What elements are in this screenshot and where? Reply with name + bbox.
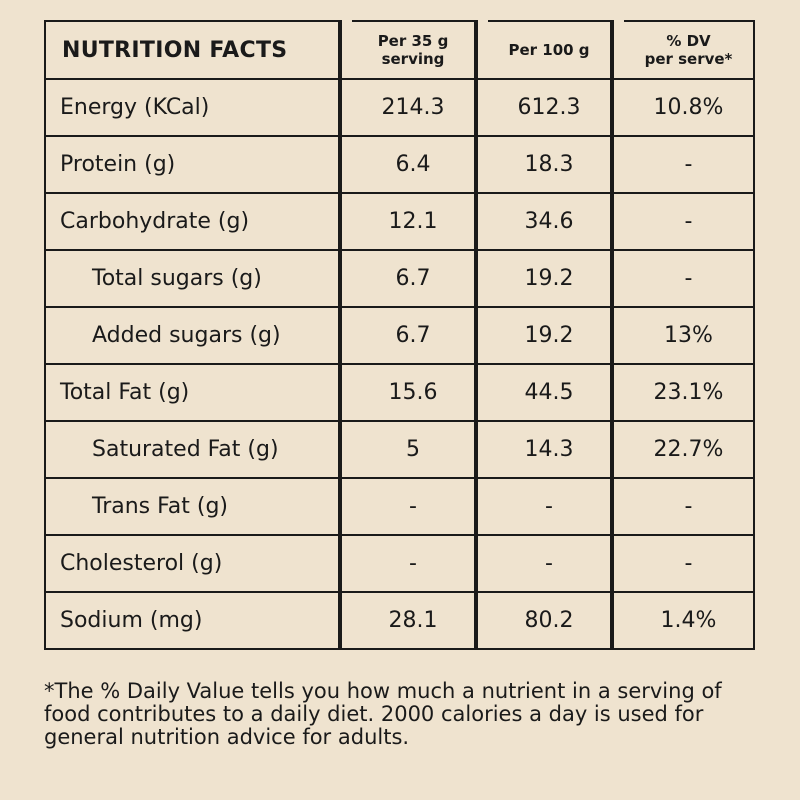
value-daily-value: - <box>624 479 755 536</box>
column-gap <box>476 593 488 650</box>
nutrient-name: Trans Fat (g) <box>44 479 340 536</box>
column-gap <box>476 251 488 308</box>
value-daily-value: - <box>624 194 755 251</box>
nutrient-name: Carbohydrate (g) <box>44 194 340 251</box>
value-per-100g: 19.2 <box>488 251 612 308</box>
nutrient-name: Saturated Fat (g) <box>44 422 340 479</box>
column-gap <box>476 137 488 194</box>
value-daily-value: - <box>624 137 755 194</box>
column-gap <box>612 194 624 251</box>
nutrition-facts-table: NUTRITION FACTS Per 35 g serving Per 100… <box>44 20 755 650</box>
value-per-100g: - <box>488 536 612 593</box>
value-per-100g: 19.2 <box>488 308 612 365</box>
value-daily-value: 23.1% <box>624 365 755 422</box>
value-per-serving: 12.1 <box>352 194 476 251</box>
value-per-serving: 6.4 <box>352 137 476 194</box>
value-daily-value: - <box>624 251 755 308</box>
table-row: Sodium (mg) 28.1 80.2 1.4% <box>44 593 755 650</box>
table-header-row: NUTRITION FACTS Per 35 g serving Per 100… <box>44 20 755 80</box>
column-gap <box>340 80 352 137</box>
column-gap <box>612 137 624 194</box>
column-gap <box>340 137 352 194</box>
value-per-100g: 18.3 <box>488 137 612 194</box>
nutrient-name: Cholesterol (g) <box>44 536 340 593</box>
column-gap <box>340 479 352 536</box>
column-gap <box>476 80 488 137</box>
value-per-serving: 5 <box>352 422 476 479</box>
column-gap <box>476 194 488 251</box>
column-gap <box>612 593 624 650</box>
column-gap <box>476 536 488 593</box>
nutrient-name: Energy (KCal) <box>44 80 340 137</box>
nutrient-name: Total Fat (g) <box>44 365 340 422</box>
nutrient-name: Total sugars (g) <box>44 251 340 308</box>
daily-value-footnote: *The % Daily Value tells you how much a … <box>44 679 722 749</box>
column-gap <box>340 593 352 650</box>
column-gap <box>612 536 624 593</box>
column-gap <box>612 479 624 536</box>
value-per-serving: 6.7 <box>352 251 476 308</box>
column-gap <box>340 20 352 80</box>
value-daily-value: - <box>624 536 755 593</box>
column-gap <box>612 251 624 308</box>
value-per-serving: 15.6 <box>352 365 476 422</box>
table-row: Total Fat (g) 15.6 44.5 23.1% <box>44 365 755 422</box>
column-gap <box>340 194 352 251</box>
nutrient-name: Sodium (mg) <box>44 593 340 650</box>
nutrient-name: Added sugars (g) <box>44 308 340 365</box>
column-gap <box>612 80 624 137</box>
column-gap <box>476 20 488 80</box>
value-daily-value: 1.4% <box>624 593 755 650</box>
column-gap <box>612 422 624 479</box>
value-daily-value: 22.7% <box>624 422 755 479</box>
value-per-100g: 44.5 <box>488 365 612 422</box>
column-gap <box>476 422 488 479</box>
column-gap <box>476 308 488 365</box>
column-gap <box>476 365 488 422</box>
value-daily-value: 10.8% <box>624 80 755 137</box>
value-per-serving: 28.1 <box>352 593 476 650</box>
header-per-serving-line2: serving <box>381 50 445 68</box>
header-dv-line1: % DV <box>666 32 711 50</box>
value-per-100g: 34.6 <box>488 194 612 251</box>
header-dv-line2: per serve* <box>644 50 733 68</box>
column-gap <box>340 365 352 422</box>
column-gap <box>612 365 624 422</box>
column-gap <box>340 422 352 479</box>
column-gap <box>340 536 352 593</box>
table-row: Carbohydrate (g) 12.1 34.6 - <box>44 194 755 251</box>
table-title: NUTRITION FACTS <box>44 20 340 80</box>
header-per-100g: Per 100 g <box>488 20 612 80</box>
header-per-serving: Per 35 g serving <box>352 20 476 80</box>
table-row: Protein (g) 6.4 18.3 - <box>44 137 755 194</box>
value-per-100g: 14.3 <box>488 422 612 479</box>
table-row: Total sugars (g) 6.7 19.2 - <box>44 251 755 308</box>
value-per-100g: - <box>488 479 612 536</box>
value-daily-value: 13% <box>624 308 755 365</box>
value-per-serving: - <box>352 536 476 593</box>
table-row: Energy (KCal) 214.3 612.3 10.8% <box>44 80 755 137</box>
table-row: Saturated Fat (g) 5 14.3 22.7% <box>44 422 755 479</box>
table-row: Trans Fat (g) - - - <box>44 479 755 536</box>
value-per-serving: - <box>352 479 476 536</box>
header-daily-value: % DV per serve* <box>624 20 755 80</box>
nutrient-name: Protein (g) <box>44 137 340 194</box>
column-gap <box>340 308 352 365</box>
header-per-serving-line1: Per 35 g <box>377 32 449 50</box>
value-per-100g: 80.2 <box>488 593 612 650</box>
column-gap <box>612 20 624 80</box>
value-per-serving: 6.7 <box>352 308 476 365</box>
column-gap <box>340 251 352 308</box>
value-per-serving: 214.3 <box>352 80 476 137</box>
column-gap <box>476 479 488 536</box>
column-gap <box>612 308 624 365</box>
table-row: Cholesterol (g) - - - <box>44 536 755 593</box>
value-per-100g: 612.3 <box>488 80 612 137</box>
table-row: Added sugars (g) 6.7 19.2 13% <box>44 308 755 365</box>
